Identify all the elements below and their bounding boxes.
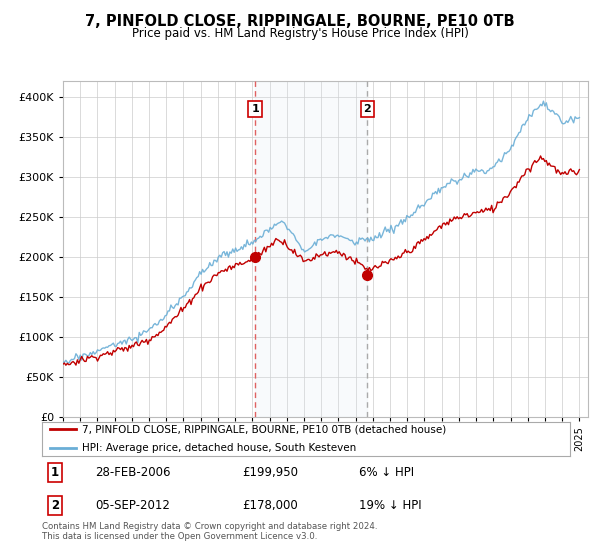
Text: 2: 2 [364, 104, 371, 114]
Text: Contains HM Land Registry data © Crown copyright and database right 2024.
This d: Contains HM Land Registry data © Crown c… [42, 522, 377, 542]
Text: Price paid vs. HM Land Registry's House Price Index (HPI): Price paid vs. HM Land Registry's House … [131, 27, 469, 40]
Text: £199,950: £199,950 [242, 466, 299, 479]
Text: 19% ↓ HPI: 19% ↓ HPI [359, 498, 421, 512]
Bar [255, 81, 367, 417]
Text: 2: 2 [51, 498, 59, 512]
Text: 05-SEP-2012: 05-SEP-2012 [95, 498, 170, 512]
Text: £178,000: £178,000 [242, 498, 298, 512]
Text: 7, PINFOLD CLOSE, RIPPINGALE, BOURNE, PE10 0TB (detached house): 7, PINFOLD CLOSE, RIPPINGALE, BOURNE, PE… [82, 424, 446, 435]
Text: 6% ↓ HPI: 6% ↓ HPI [359, 466, 414, 479]
Text: HPI: Average price, detached house, South Kesteven: HPI: Average price, detached house, Sout… [82, 443, 356, 452]
Text: 1: 1 [51, 466, 59, 479]
Text: 1: 1 [251, 104, 259, 114]
Text: 28-FEB-2006: 28-FEB-2006 [95, 466, 170, 479]
Text: 7, PINFOLD CLOSE, RIPPINGALE, BOURNE, PE10 0TB: 7, PINFOLD CLOSE, RIPPINGALE, BOURNE, PE… [85, 14, 515, 29]
